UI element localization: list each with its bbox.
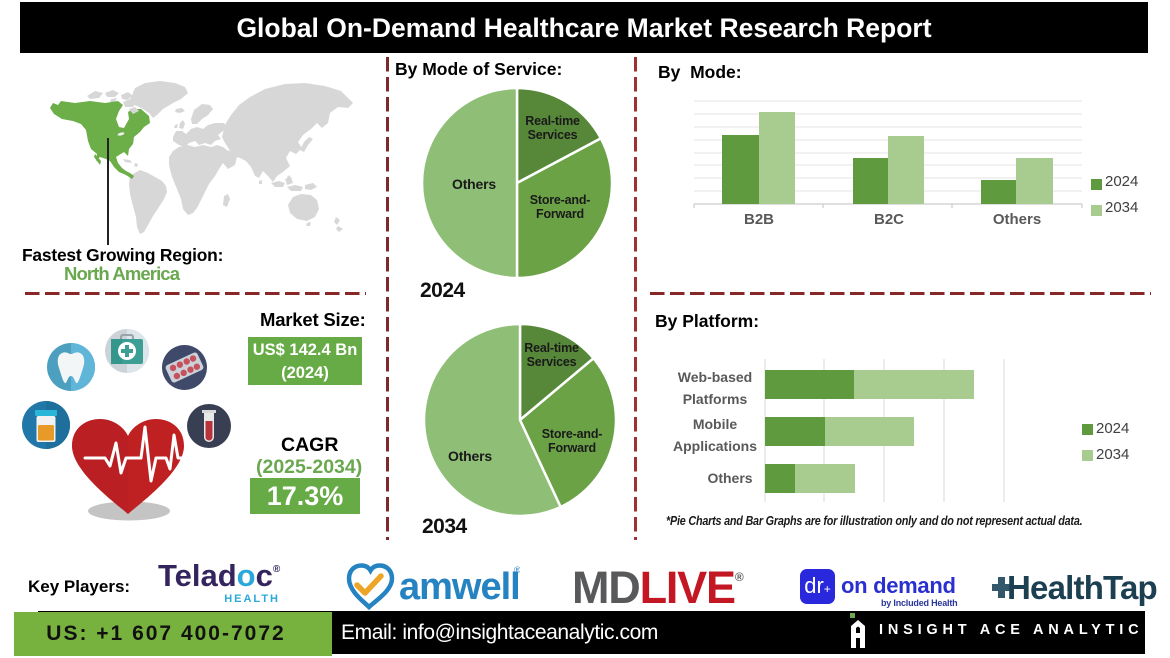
svg-text:®: ® (514, 565, 520, 575)
svg-text:amwell: amwell (399, 566, 520, 608)
